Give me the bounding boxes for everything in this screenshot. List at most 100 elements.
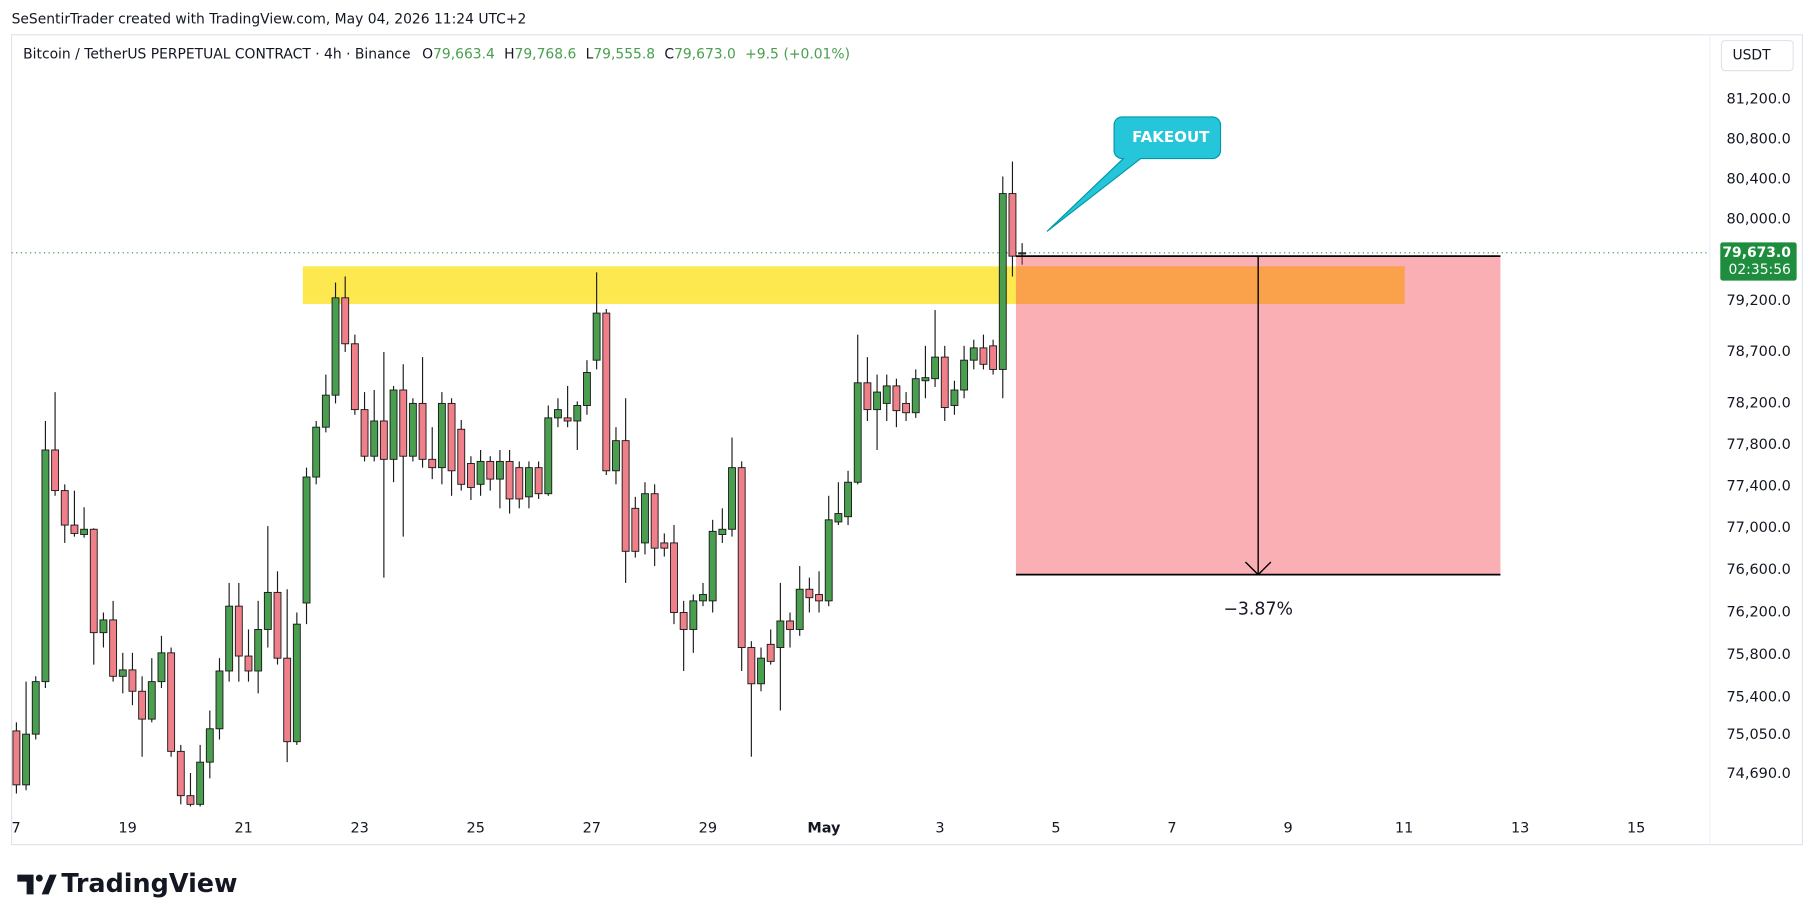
candle-body xyxy=(892,385,901,412)
candle-body xyxy=(834,513,843,523)
candle-body xyxy=(757,657,765,685)
candle-body xyxy=(302,476,311,604)
y-tick-label: 75,400.0 xyxy=(1726,690,1790,706)
candle-body xyxy=(795,588,804,630)
candle-body xyxy=(650,493,659,549)
candle-body xyxy=(844,481,852,518)
resistance-zone xyxy=(302,266,1405,304)
candle-body xyxy=(911,378,920,414)
candle-body xyxy=(70,524,79,534)
candle-body xyxy=(167,652,176,752)
candle-body xyxy=(118,669,127,677)
candle-body xyxy=(699,594,707,602)
candle-body xyxy=(321,394,330,428)
y-tick-label: 75,800.0 xyxy=(1726,647,1790,663)
candle-body xyxy=(138,690,147,720)
candle-body xyxy=(263,591,272,630)
x-tick-label: 9 xyxy=(1283,820,1292,836)
candle-body xyxy=(679,612,688,630)
x-tick-label: 11 xyxy=(1395,820,1413,836)
measure-label: −3.87% xyxy=(1223,599,1293,619)
y-tick-label: 74,690.0 xyxy=(1726,766,1790,782)
candle-body xyxy=(950,389,959,406)
candle-body xyxy=(815,594,823,602)
candle-body xyxy=(631,507,640,552)
candle-body xyxy=(128,669,137,692)
y-tick-label: 76,200.0 xyxy=(1726,605,1790,621)
y-tick-label: 80,000.0 xyxy=(1726,212,1790,228)
x-tick-label: 3 xyxy=(935,820,944,836)
candle-body xyxy=(873,391,882,411)
brand-logo xyxy=(17,874,57,895)
candle-body xyxy=(486,460,495,480)
y-tick-label: 77,000.0 xyxy=(1726,520,1790,536)
candle-body xyxy=(341,297,350,345)
candle-body xyxy=(31,681,40,735)
candle-body xyxy=(718,528,727,535)
chart-frame xyxy=(10,34,1804,846)
candle-body xyxy=(312,426,321,478)
callout-text: FAKEOUT xyxy=(1132,128,1210,146)
candle-body xyxy=(853,382,862,483)
candle-body xyxy=(931,356,940,380)
candle-body xyxy=(708,530,717,602)
change: +9.5 xyxy=(745,46,779,62)
candle-body xyxy=(196,761,205,805)
candle-body xyxy=(360,409,369,457)
candle-body xyxy=(457,428,466,485)
candle-body xyxy=(505,460,514,500)
candle-body xyxy=(525,467,533,498)
candle-body xyxy=(476,460,485,485)
candle-body xyxy=(437,402,446,469)
y-tick-label: 80,400.0 xyxy=(1726,172,1790,188)
candle-body xyxy=(370,420,379,457)
candle-body xyxy=(534,467,543,495)
candle-body xyxy=(244,655,253,672)
y-tick-label: 77,400.0 xyxy=(1726,478,1790,494)
candle-body xyxy=(766,643,775,662)
callout-shape xyxy=(1046,116,1222,232)
candle-body xyxy=(979,347,988,365)
y-tick-label: 80,800.0 xyxy=(1726,131,1790,147)
candle-body xyxy=(215,670,224,730)
y-tick-label: 75,050.0 xyxy=(1726,727,1790,743)
x-tick-label: 7 xyxy=(1167,820,1176,836)
candle-body xyxy=(563,417,572,422)
ohlc-prefix: O xyxy=(422,46,433,62)
ohlc-value: 79,673.0 xyxy=(674,46,736,62)
x-tick-label: May xyxy=(807,820,841,836)
x-tick-label: 5 xyxy=(1051,820,1060,836)
y-tick-label: 76,600.0 xyxy=(1726,562,1790,578)
plot-area xyxy=(11,161,1710,807)
y-tick-label: 81,200.0 xyxy=(1726,92,1790,108)
candle-body xyxy=(408,402,417,457)
candle-body xyxy=(60,490,69,526)
currency-box[interactable] xyxy=(1720,39,1794,72)
x-tick-label: 25 xyxy=(467,820,485,836)
candle-body xyxy=(602,312,611,472)
candle-body xyxy=(1018,252,1027,255)
candle-body xyxy=(544,417,553,495)
ohlc-prefix: H xyxy=(504,46,514,62)
candle-body xyxy=(583,372,591,406)
candle-body xyxy=(592,312,601,361)
x-tick-label: 27 xyxy=(583,820,601,836)
ohlc-value: 79,663.4 xyxy=(433,46,495,62)
candle-body xyxy=(205,728,214,763)
candle-body xyxy=(466,463,475,488)
ohlc-prefix: L xyxy=(586,46,594,62)
candle-body xyxy=(641,493,649,544)
candle-body xyxy=(882,385,891,404)
candle-body xyxy=(234,605,243,657)
y-tick-label: 78,200.0 xyxy=(1726,395,1790,411)
currency[interactable]: USDT xyxy=(1732,48,1771,64)
candle-body xyxy=(447,402,456,472)
x-tick-label: 13 xyxy=(1511,820,1529,836)
last-price-label: 79,673.0 xyxy=(1722,245,1790,261)
countdown: 02:35:56 xyxy=(1729,262,1791,278)
y-tick-label: 79,200.0 xyxy=(1726,293,1790,309)
symbol-header: Bitcoin / TetherUS PERPETUAL CONTRACT · … xyxy=(23,46,850,62)
symbol: Bitcoin / TetherUS PERPETUAL CONTRACT · … xyxy=(23,46,410,62)
candle-body xyxy=(989,345,998,370)
